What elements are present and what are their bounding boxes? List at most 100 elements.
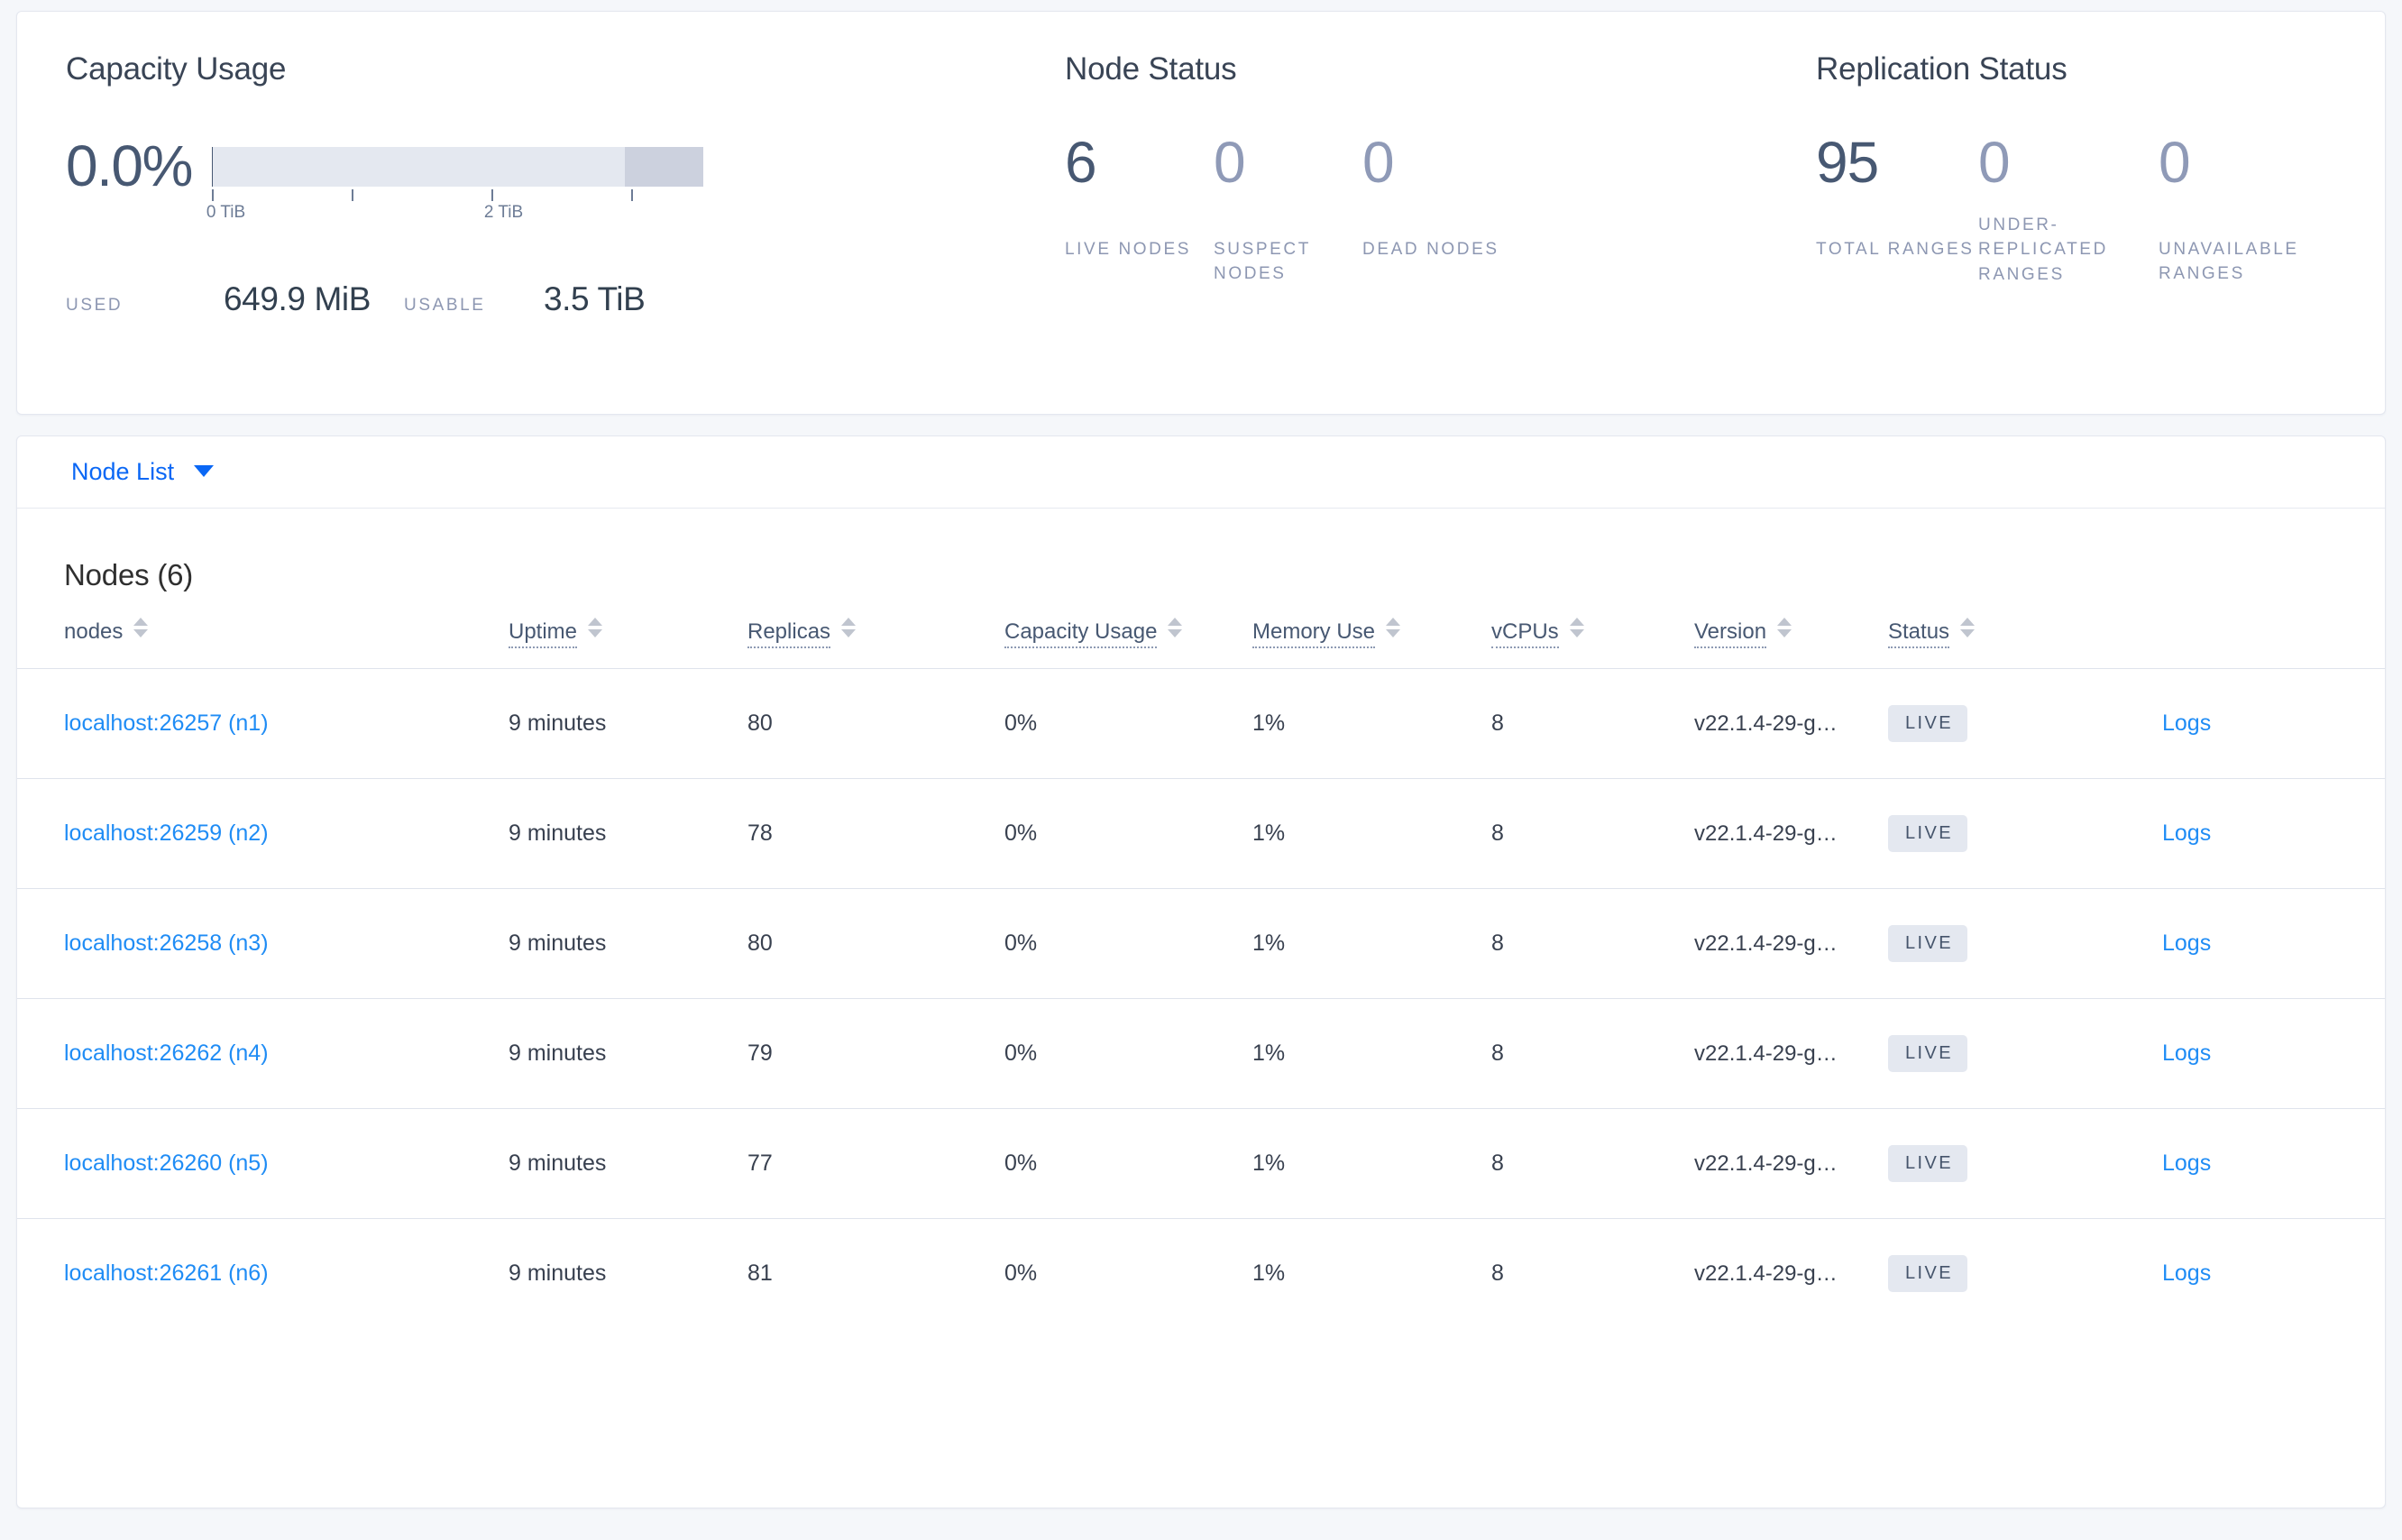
cell-memory-use: 1% <box>1252 668 1491 779</box>
replication-status-section: Replication Status 95 TOTAL RANGES 0 UND… <box>1816 12 2357 414</box>
cell-replicas: 80 <box>747 888 1004 999</box>
sort-icon[interactable] <box>1569 618 1584 637</box>
suspect-nodes-value: 0 <box>1214 130 1246 195</box>
column-label-capacity-usage: Capacity Usage <box>1004 619 1158 648</box>
cell-replicas: 80 <box>747 668 1004 779</box>
sort-icon[interactable] <box>1960 618 1976 637</box>
nodes-table: nodes Uptime Replicas Capacity Usage Mem… <box>17 618 2385 1328</box>
node-list-dropdown-label: Node List <box>71 458 175 485</box>
nodes-table-head: nodes Uptime Replicas Capacity Usage Mem… <box>17 618 2385 669</box>
dead-nodes-label: DEAD NODES <box>1362 239 1499 259</box>
sort-icon[interactable] <box>1168 618 1183 637</box>
node-list-dropdown[interactable]: Node List <box>71 458 215 486</box>
cell-replicas: 78 <box>747 778 1004 889</box>
capacity-bar <box>211 147 703 187</box>
column-header-capacity-usage[interactable]: Capacity Usage <box>1004 618 1252 669</box>
capacity-axis-label-1: 2 TiB <box>483 203 524 222</box>
column-label-version: Version <box>1694 619 1767 648</box>
node-status-stats: 6 LIVE NODES 0 SUSPECT NODES 0 DEAD NODE… <box>1065 130 1816 287</box>
cell-memory-use: 1% <box>1252 778 1491 889</box>
table-row: localhost:26259 (n2) 9 minutes 78 0% 1% … <box>17 778 2385 889</box>
logs-link[interactable]: Logs <box>2162 710 2212 736</box>
cell-version: v22.1.4-29-g… <box>1694 1261 1838 1286</box>
unavailable-ranges-label: UNAVAILABLE RANGES <box>2159 239 2299 284</box>
cell-memory-use: 1% <box>1252 888 1491 999</box>
cell-capacity-usage: 0% <box>1004 778 1252 889</box>
cell-memory-use: 1% <box>1252 1108 1491 1219</box>
live-nodes-value: 6 <box>1065 130 1097 195</box>
column-label-memory-use: Memory Use <box>1252 619 1376 648</box>
cell-capacity-usage: 0% <box>1004 998 1252 1109</box>
node-link[interactable]: localhost:26260 (n5) <box>64 1150 269 1176</box>
column-label-status: Status <box>1888 619 1950 648</box>
capacity-usage-gauge: 0.0% 0 TiB 2 TiB <box>66 133 1054 226</box>
sort-icon[interactable] <box>588 618 603 637</box>
capacity-percent-value: 0.0% <box>66 133 193 198</box>
node-link[interactable]: localhost:26257 (n1) <box>64 710 269 736</box>
replication-status-title: Replication Status <box>1816 51 2067 87</box>
cell-version: v22.1.4-29-g… <box>1694 1041 1838 1066</box>
status-badge: LIVE <box>1888 1145 1967 1182</box>
nodes-table-body: localhost:26257 (n1) 9 minutes 80 0% 1% … <box>17 668 2385 1328</box>
column-header-status[interactable]: Status <box>1888 618 2086 669</box>
table-header-row: nodes Uptime Replicas Capacity Usage Mem… <box>17 618 2385 669</box>
column-header-vcpus[interactable]: vCPUs <box>1491 618 1694 669</box>
table-row: localhost:26258 (n3) 9 minutes 80 0% 1% … <box>17 888 2385 999</box>
sort-icon[interactable] <box>133 618 149 637</box>
total-ranges-label: TOTAL RANGES <box>1816 239 1975 259</box>
table-row: localhost:26261 (n6) 9 minutes 81 0% 1% … <box>17 1218 2385 1328</box>
logs-link[interactable]: Logs <box>2162 1040 2212 1066</box>
unavailable-ranges-value: 0 <box>2159 130 2191 195</box>
used-label: USED <box>66 296 124 315</box>
cell-version: v22.1.4-29-g… <box>1694 1151 1838 1176</box>
replication-status-stats: 95 TOTAL RANGES 0 UNDER- REPLICATED RANG… <box>1816 130 2357 287</box>
logs-link[interactable]: Logs <box>2162 820 2212 846</box>
status-badge: LIVE <box>1888 1035 1967 1072</box>
cell-replicas: 81 <box>747 1218 1004 1328</box>
cell-vcpus: 8 <box>1491 778 1694 889</box>
sort-icon[interactable] <box>841 618 857 637</box>
total-ranges-value: 95 <box>1816 130 1879 195</box>
column-header-replicas[interactable]: Replicas <box>747 618 1004 669</box>
capacity-bar-usable <box>624 147 703 187</box>
suspect-nodes-label: SUSPECT NODES <box>1214 239 1311 284</box>
cell-vcpus: 8 <box>1491 888 1694 999</box>
node-list-toolbar: Node List <box>17 436 2385 509</box>
logs-link[interactable]: Logs <box>2162 1150 2212 1176</box>
nodes-heading: Nodes (6) <box>64 558 194 591</box>
column-header-uptime[interactable]: Uptime <box>509 618 747 669</box>
node-link[interactable]: localhost:26258 (n3) <box>64 930 269 956</box>
cell-capacity-usage: 0% <box>1004 888 1252 999</box>
logs-link[interactable]: Logs <box>2162 930 2212 956</box>
sort-icon[interactable] <box>1777 618 1792 637</box>
column-header-version[interactable]: Version <box>1694 618 1888 669</box>
cell-vcpus: 8 <box>1491 1108 1694 1219</box>
capacity-axis-ticks <box>211 187 703 203</box>
chevron-down-icon <box>194 465 215 477</box>
node-link[interactable]: localhost:26259 (n2) <box>64 820 269 846</box>
cell-uptime: 9 minutes <box>509 1218 747 1328</box>
cell-memory-use: 1% <box>1252 1218 1491 1328</box>
stat-suspect-nodes: 0 SUSPECT NODES <box>1214 130 1362 287</box>
capacity-axis-labels: 0 TiB 2 TiB <box>206 203 703 226</box>
cell-replicas: 77 <box>747 1108 1004 1219</box>
used-value: 649.9 MiB <box>224 280 371 317</box>
node-status-title: Node Status <box>1065 51 1237 87</box>
node-link[interactable]: localhost:26262 (n4) <box>64 1040 269 1066</box>
capacity-usage-title: Capacity Usage <box>66 51 287 87</box>
sort-icon[interactable] <box>1386 618 1401 637</box>
column-header-nodes[interactable]: nodes <box>17 618 509 669</box>
node-status-section: Node Status 6 LIVE NODES 0 SUSPECT NODES… <box>1054 12 1816 414</box>
column-header-memory-use[interactable]: Memory Use <box>1252 618 1491 669</box>
live-nodes-label: LIVE NODES <box>1065 239 1192 259</box>
usable-value: 3.5 TiB <box>544 280 646 317</box>
cell-capacity-usage: 0% <box>1004 1108 1252 1219</box>
node-link[interactable]: localhost:26261 (n6) <box>64 1260 269 1286</box>
stat-under-replicated-ranges: 0 UNDER- REPLICATED RANGES <box>1978 133 2159 287</box>
stat-live-nodes: 6 LIVE NODES <box>1065 130 1214 287</box>
usable-label: USABLE <box>404 296 486 315</box>
capacity-bar-chart: 0 TiB 2 TiB <box>206 139 703 226</box>
logs-link[interactable]: Logs <box>2162 1260 2212 1286</box>
cell-uptime: 9 minutes <box>509 1108 747 1219</box>
